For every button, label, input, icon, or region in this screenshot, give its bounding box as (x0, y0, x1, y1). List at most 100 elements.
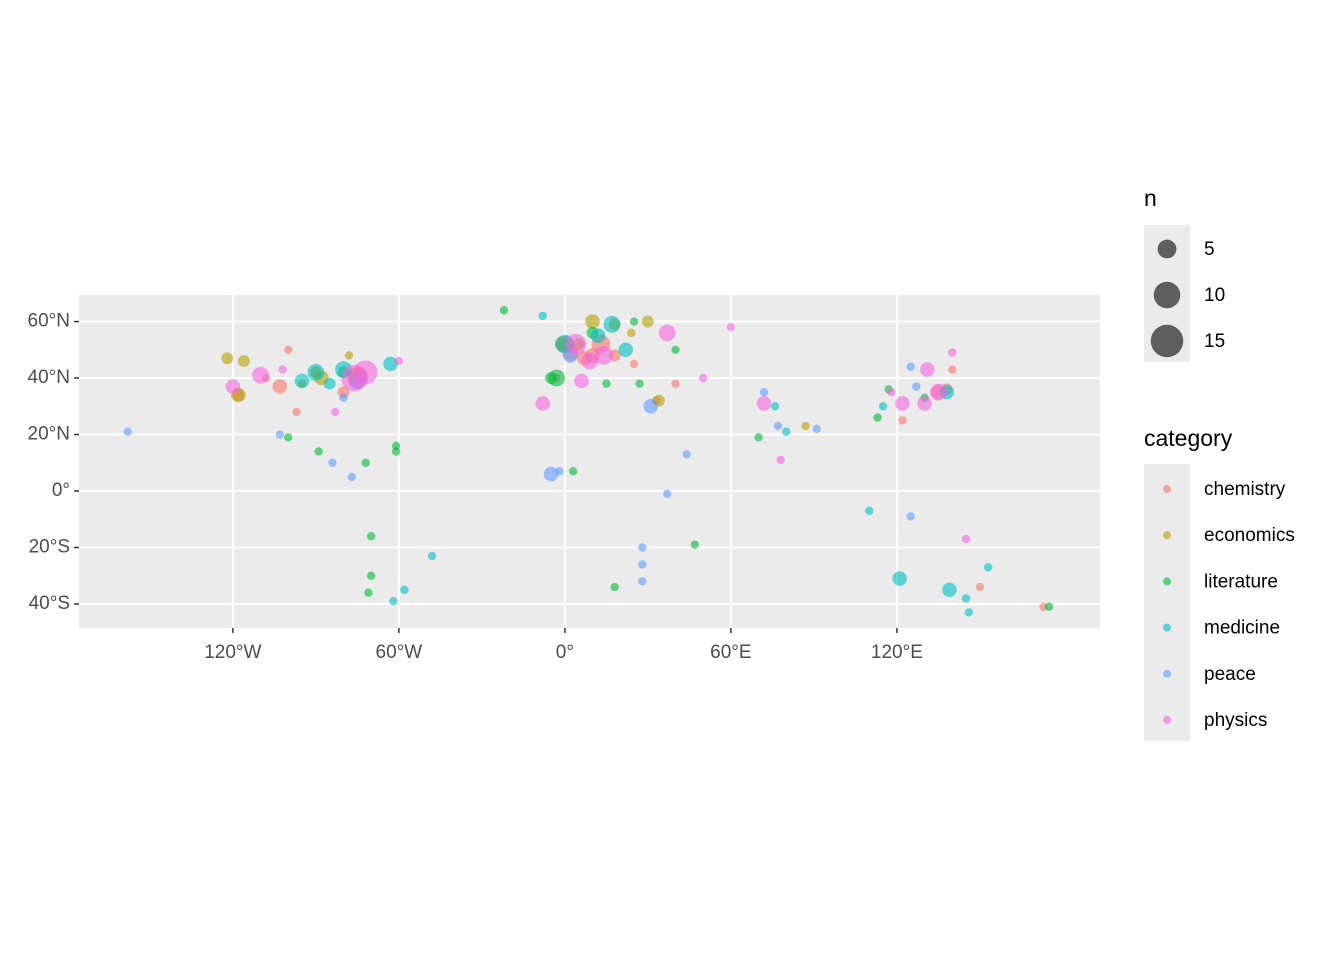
point (912, 382, 921, 391)
point (427, 551, 437, 561)
point (272, 379, 288, 394)
point (892, 571, 907, 586)
point (627, 328, 636, 338)
point (801, 421, 810, 431)
legend-swatch (1163, 623, 1171, 632)
point (366, 571, 376, 580)
point (400, 585, 409, 595)
y-tick-label: 20°S (29, 537, 70, 558)
point (555, 467, 564, 476)
size-legend-label: 10 (1204, 285, 1225, 306)
point (629, 317, 639, 326)
point (658, 324, 676, 342)
point (690, 540, 700, 549)
point (699, 373, 708, 383)
legend-label: peace (1204, 664, 1256, 685)
point (975, 582, 985, 592)
point (252, 366, 269, 384)
point (671, 345, 680, 354)
legend-swatch (1163, 531, 1171, 540)
legend-swatch (1163, 669, 1171, 678)
point (782, 427, 791, 436)
legend-swatch (1163, 577, 1171, 586)
point (776, 455, 785, 465)
point (603, 315, 621, 333)
x-tick-label: 60°E (710, 642, 751, 663)
point (499, 306, 509, 315)
point (917, 396, 932, 411)
legend-swatch (1163, 485, 1171, 493)
point (394, 356, 404, 366)
point (538, 311, 547, 321)
size-legend-label: 5 (1204, 239, 1215, 260)
legend-label: chemistry (1204, 479, 1286, 500)
point (391, 447, 401, 456)
point (361, 458, 370, 467)
point (565, 333, 587, 355)
point (641, 315, 654, 328)
y-tick-label: 60°N (28, 311, 70, 332)
point (314, 447, 323, 456)
point (353, 360, 378, 385)
point (756, 396, 772, 411)
point (930, 383, 947, 401)
y-tick-label: 40°N (28, 367, 70, 388)
point (294, 373, 310, 389)
point (292, 407, 301, 417)
point (942, 582, 957, 598)
point (638, 560, 647, 569)
point (1044, 602, 1054, 612)
point (984, 563, 993, 572)
point (574, 373, 589, 389)
point (635, 379, 644, 388)
legend-label: economics (1204, 525, 1295, 546)
point (237, 355, 250, 368)
size-legend-key (1150, 324, 1184, 358)
point (643, 399, 658, 414)
point (221, 352, 234, 365)
point (887, 387, 896, 397)
point (948, 348, 957, 357)
point (283, 433, 293, 442)
x-tick-label: 120°E (871, 642, 923, 663)
point (638, 577, 647, 586)
point (389, 596, 398, 606)
point (873, 413, 882, 422)
point (759, 387, 769, 397)
point (590, 328, 606, 343)
point (878, 402, 888, 411)
point (906, 512, 915, 521)
point (964, 608, 974, 617)
legend-label: medicine (1204, 618, 1280, 639)
point (610, 582, 619, 592)
size-legend-title: n (1144, 185, 1157, 211)
point (594, 346, 614, 365)
point (328, 458, 337, 467)
point (278, 365, 287, 374)
color-legend-title: category (1144, 425, 1233, 451)
point (726, 322, 736, 332)
point (898, 416, 907, 425)
y-tick-label: 0° (52, 480, 70, 501)
point (602, 379, 611, 388)
point (344, 351, 354, 360)
color-legend-keys (1144, 464, 1190, 741)
x-tick-label: 60°W (376, 642, 423, 663)
point (812, 424, 821, 434)
point (543, 466, 559, 482)
point (123, 427, 132, 436)
point (920, 362, 935, 377)
y-tick-label: 20°N (28, 424, 70, 445)
size-legend-key (1157, 239, 1177, 259)
point (225, 379, 241, 394)
point (323, 377, 336, 390)
point (961, 534, 971, 544)
point (663, 489, 672, 499)
point (671, 379, 680, 388)
x-tick-label: 120°W (204, 642, 261, 663)
point (339, 393, 348, 403)
point (961, 594, 971, 603)
point (682, 450, 691, 459)
legend-label: literature (1204, 571, 1278, 592)
